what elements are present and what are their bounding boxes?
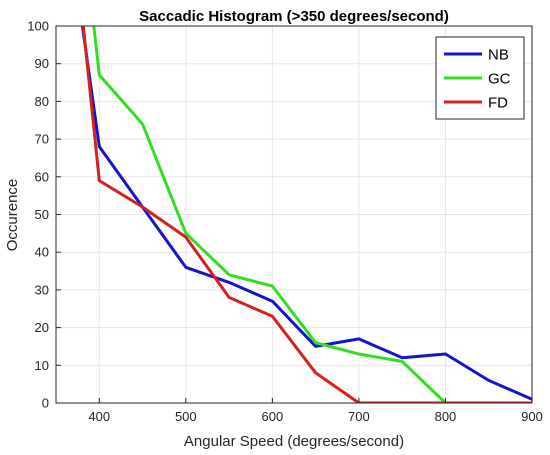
x-tick-label: 600 bbox=[262, 409, 284, 424]
x-tick-label: 800 bbox=[435, 409, 457, 424]
x-tick-label: 500 bbox=[175, 409, 197, 424]
legend-label-fd: FD bbox=[488, 95, 508, 112]
y-tick-label: 70 bbox=[35, 132, 49, 147]
y-tick-label: 80 bbox=[35, 94, 49, 109]
y-tick-label: 40 bbox=[35, 245, 49, 260]
y-tick-label: 60 bbox=[35, 169, 49, 184]
x-axis-label: Angular Speed (degrees/second) bbox=[184, 433, 404, 450]
legend-label-nb: NB bbox=[488, 47, 509, 64]
y-axis-label: Occurence bbox=[4, 179, 21, 252]
x-axis-ticks: 400 500 600 700 800 900 bbox=[88, 398, 543, 424]
y-tick-label: 10 bbox=[35, 358, 49, 373]
x-tick-label: 900 bbox=[521, 409, 543, 424]
y-tick-label: 50 bbox=[35, 207, 49, 222]
y-tick-label: 0 bbox=[42, 396, 49, 411]
y-tick-label: 20 bbox=[35, 320, 49, 335]
y-axis-ticks: 0 10 20 30 40 50 60 70 80 90 100 bbox=[27, 19, 61, 411]
y-tick-label: 30 bbox=[35, 282, 49, 297]
y-tick-label: 90 bbox=[35, 56, 49, 71]
legend-label-gc: GC bbox=[488, 71, 511, 88]
chart-title: Saccadic Histogram (>350 degrees/second) bbox=[139, 8, 449, 25]
series-line-fd bbox=[81, 26, 532, 403]
series-line-nb bbox=[80, 26, 532, 401]
series-line-gc bbox=[92, 26, 447, 403]
series-lines bbox=[80, 26, 532, 403]
x-tick-label: 400 bbox=[88, 409, 110, 424]
legend: NB GC FD bbox=[435, 36, 525, 120]
x-tick-label: 700 bbox=[348, 409, 370, 424]
y-tick-label: 100 bbox=[27, 19, 49, 34]
